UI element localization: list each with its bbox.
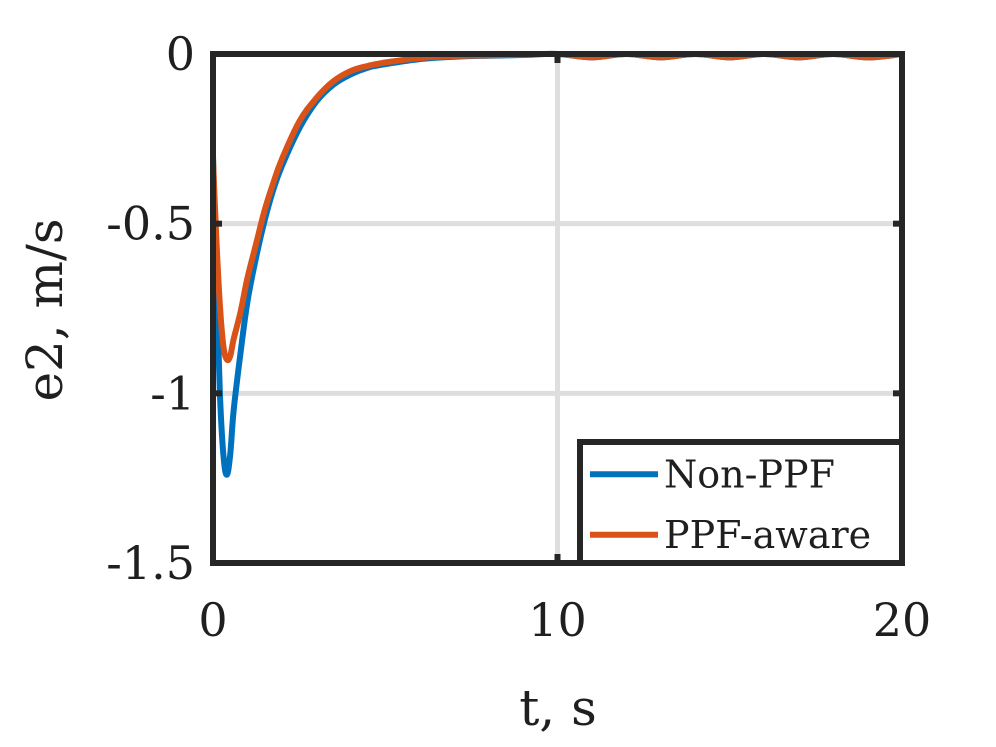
y-tick-label: -1 (150, 366, 195, 420)
x-tick-label: 20 (873, 593, 932, 647)
x-tick-label: 10 (528, 593, 587, 647)
y-tick-label: -0.5 (106, 197, 195, 251)
y-axis-label: e2, m/s (16, 218, 74, 401)
x-axis-label: t, s (519, 679, 597, 737)
y-tick-label: -1.5 (106, 536, 195, 590)
legend-items: Non-PPF PPF-aware (590, 452, 871, 557)
legend-box (577, 439, 905, 566)
x-tick-label: 0 (198, 593, 227, 647)
tick-labels: 0 10 20 0 -0.5 -1 -1.5 (106, 27, 931, 647)
legend: Non-PPF PPF-aware (577, 439, 905, 566)
legend-label: PPF-aware (664, 513, 871, 557)
legend-label: Non-PPF (664, 452, 835, 496)
y-tick-label: 0 (166, 27, 195, 81)
